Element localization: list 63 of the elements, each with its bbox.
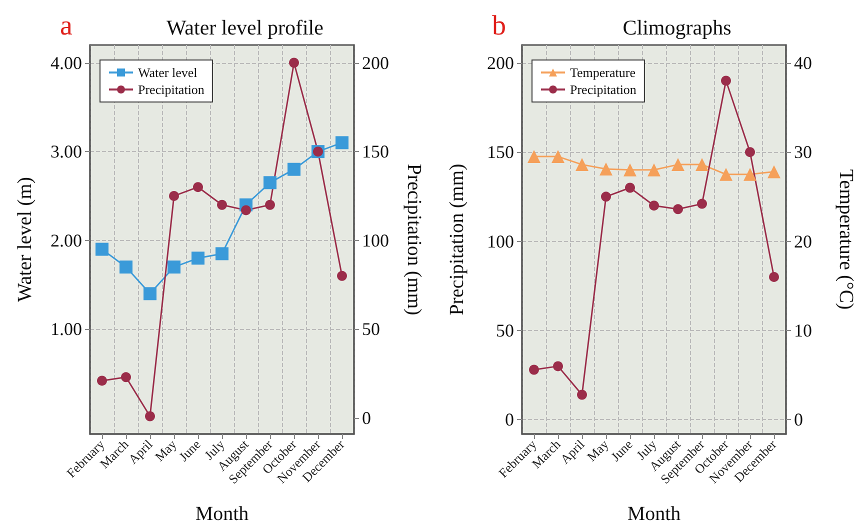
point <box>264 176 276 190</box>
y-tick-label: 1.00 <box>50 319 82 340</box>
x-axis-title: Month <box>195 503 249 525</box>
y2-axis-title: Temperature (°C) <box>835 169 857 310</box>
legend-label: Water level <box>138 65 198 80</box>
x-axis-title: Month <box>627 503 681 525</box>
y2-tick-label: 200 <box>362 52 389 73</box>
y-tick-label: 0 <box>505 410 514 430</box>
point <box>288 162 300 176</box>
legend-label: Precipitation <box>570 82 637 97</box>
text: b <box>492 10 506 42</box>
y2-tick-label: 0 <box>362 408 371 428</box>
point <box>553 361 563 372</box>
y2-tick-label: 30 <box>794 142 812 162</box>
y2-tick-label: 50 <box>362 319 380 340</box>
point <box>217 200 227 210</box>
point <box>193 182 203 192</box>
point <box>673 204 683 214</box>
point <box>577 390 587 400</box>
point <box>169 190 179 201</box>
y2-tick-label: 20 <box>794 231 812 252</box>
chart-title: Climographs <box>622 16 732 40</box>
y-tick-label: 200 <box>487 52 514 73</box>
point <box>265 200 275 210</box>
y-axis-title: Precipitation (mm) <box>446 164 468 316</box>
point <box>192 252 204 265</box>
point <box>144 287 156 300</box>
point <box>529 364 539 375</box>
point <box>721 76 731 86</box>
point <box>769 272 779 282</box>
y2-tick-label: 40 <box>794 52 812 73</box>
y2-tick-label: 100 <box>362 230 389 250</box>
legend-label: Precipitation <box>138 82 205 97</box>
y-tick-label: 3.00 <box>50 142 82 162</box>
point <box>241 205 251 216</box>
y-axis-title: Water level (m) <box>14 177 36 302</box>
point <box>649 200 659 211</box>
point <box>625 182 635 193</box>
y2-tick-label: 10 <box>794 320 812 341</box>
point <box>121 372 131 382</box>
y-tick-label: 100 <box>487 231 514 252</box>
legend-label: Temperature <box>570 65 636 80</box>
point <box>97 376 107 386</box>
y-tick-label: 4.00 <box>50 52 82 73</box>
point <box>216 247 228 260</box>
y2-tick-label: 150 <box>362 142 389 162</box>
point <box>697 198 707 209</box>
text: a <box>60 10 73 42</box>
y-tick-label: 150 <box>487 142 514 162</box>
point <box>289 58 299 68</box>
y2-axis-title: Precipitation (mm) <box>403 164 425 316</box>
point <box>168 260 180 274</box>
chart-title: Water level profile <box>166 16 324 40</box>
point <box>336 136 348 150</box>
y-tick-label: 50 <box>496 320 514 341</box>
point <box>337 270 347 281</box>
point <box>145 411 155 422</box>
point <box>745 147 755 158</box>
point <box>601 192 611 202</box>
point <box>96 242 108 256</box>
point <box>120 260 132 274</box>
y2-tick-label: 0 <box>794 410 803 430</box>
y-tick-label: 2.00 <box>50 230 82 250</box>
